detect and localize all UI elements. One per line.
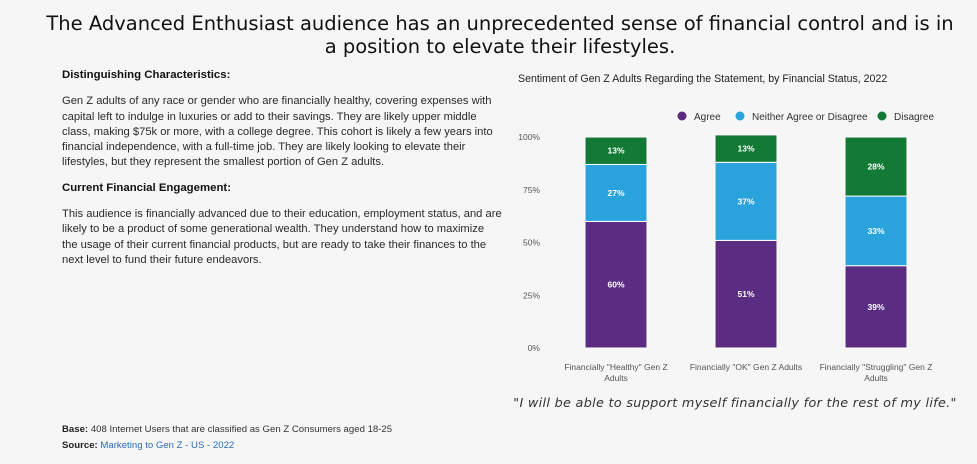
data-label: 37%	[737, 196, 754, 206]
data-label: 39%	[867, 302, 884, 312]
x-tick-label: Adults	[864, 373, 888, 383]
section-title-characteristics: Distinguishing Characteristics:	[62, 69, 231, 81]
bar-segment	[714, 239, 778, 349]
y-tick-label: 0%	[528, 343, 541, 353]
bar-segment	[844, 195, 908, 267]
legend-label-0: Agree	[694, 112, 721, 123]
source-label: Source:	[62, 440, 98, 451]
y-tick-label: 25%	[523, 290, 540, 300]
left-panel: Distinguishing Characteristics: Gen Z ad…	[62, 68, 502, 278]
x-tick-label: Financially "Struggling" Gen Z	[820, 362, 933, 372]
data-label: 33%	[867, 226, 884, 236]
y-tick-label: 50%	[523, 238, 540, 248]
legend-label-1: Neither Agree or Disagree	[752, 112, 868, 123]
data-label: 13%	[607, 146, 624, 156]
data-label: 13%	[737, 144, 754, 154]
bar-segment	[714, 134, 778, 163]
chart-title: Sentiment of Gen Z Adults Regarding the …	[518, 73, 888, 85]
source-note: Source: Marketing to Gen Z - US - 2022	[62, 440, 234, 451]
legend-marker-0	[677, 111, 687, 121]
data-label: 27%	[607, 188, 624, 198]
legend-label-2: Disagree	[894, 112, 934, 123]
bar-segment	[584, 163, 648, 222]
x-tick-label: Financially "Healthy" Gen Z	[564, 362, 667, 372]
bar-segment	[844, 265, 908, 349]
headline: The Advanced Enthusiast audience has an …	[46, 12, 954, 58]
source-link[interactable]: Marketing to Gen Z - US - 2022	[100, 440, 235, 451]
stacked-bar-chart: Agree Neither Agree or Disagree Disagree 0%…	[518, 111, 934, 383]
base-note: Base: 408 Internet Users that are classi…	[62, 424, 392, 435]
bar-segment	[584, 220, 648, 349]
x-tick-label: Financially "OK" Gen Z Adults	[690, 362, 802, 372]
section-text-engagement: This audience is financially advanced du…	[62, 208, 502, 266]
section-text-characteristics: Gen Z adults of any race or gender who a…	[62, 95, 493, 169]
quote: "I will be able to support myself financ…	[513, 396, 957, 411]
y-tick-label: 75%	[523, 185, 540, 195]
section-title-engagement: Current Financial Engagement:	[62, 181, 231, 194]
y-tick-label: 100%	[518, 132, 540, 142]
legend-marker-2	[877, 111, 887, 121]
x-tick-label: Adults	[604, 373, 628, 383]
legend-marker-1	[735, 111, 745, 121]
base-text: 408 Internet Users that are classified a…	[90, 424, 393, 435]
data-label: 60%	[607, 280, 624, 290]
bar-segment	[584, 136, 648, 165]
bar-segment	[844, 136, 908, 197]
data-label: 28%	[867, 162, 884, 172]
bar-segment	[714, 161, 778, 241]
base-label: Base:	[62, 424, 89, 435]
data-label: 51%	[737, 289, 754, 299]
